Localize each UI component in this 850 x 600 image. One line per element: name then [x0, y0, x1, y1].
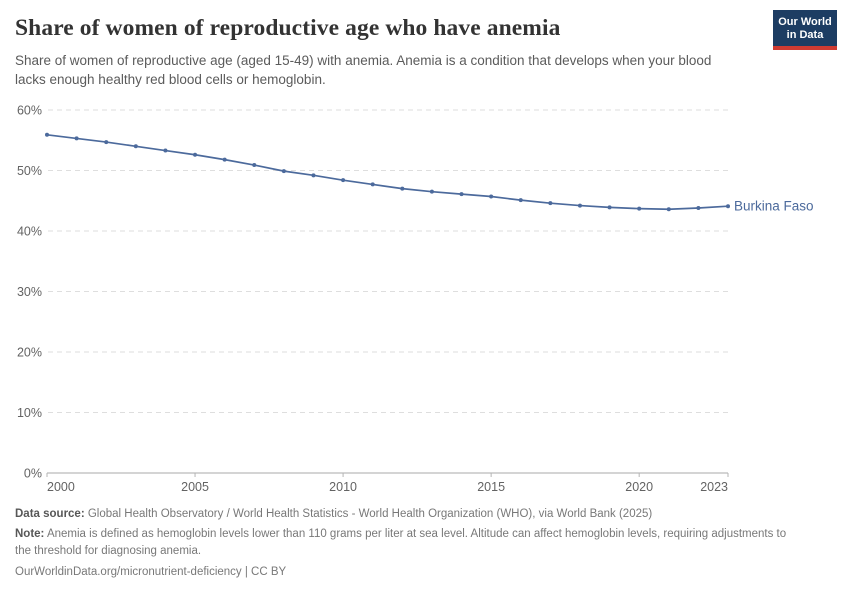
data-point[interactable]	[370, 182, 375, 187]
data-point[interactable]	[193, 152, 198, 157]
y-axis-tick-label: 20%	[17, 346, 42, 360]
page-title: Share of women of reproductive age who h…	[15, 15, 561, 41]
data-point[interactable]	[577, 203, 582, 208]
data-source-line: Data source: Global Health Observatory /…	[15, 506, 793, 523]
data-point[interactable]	[607, 205, 612, 210]
x-axis-tick-label: 2020	[625, 480, 653, 494]
data-point[interactable]	[222, 157, 227, 162]
data-point[interactable]	[696, 206, 701, 211]
data-point[interactable]	[459, 192, 464, 197]
note-label: Note:	[15, 528, 45, 540]
y-axis-tick-label: 0%	[24, 467, 42, 481]
data-point[interactable]	[74, 136, 79, 141]
data-point[interactable]	[548, 201, 553, 206]
y-axis-tick-label: 10%	[17, 406, 42, 420]
x-axis-tick-label: 2000	[47, 480, 75, 494]
x-axis-tick-label: 2010	[329, 480, 357, 494]
data-point[interactable]	[400, 186, 405, 191]
data-point[interactable]	[45, 132, 49, 137]
y-axis-tick-label: 40%	[17, 225, 42, 239]
series-entity-label[interactable]: Burkina Faso	[734, 199, 814, 214]
line-chart: 0% 10% 20% 30% 40% 50% 60% 2000 2005 2010 2015 2020…	[17, 104, 814, 495]
data-point[interactable]	[281, 169, 286, 174]
y-axis-tick-label: 50%	[17, 164, 42, 178]
note-text: Anemia is defined as hemoglobin levels l…	[15, 528, 787, 557]
data-point[interactable]	[311, 173, 316, 178]
data-source-text: Global Health Observatory / World Health…	[84, 508, 653, 520]
series-line[interactable]	[46, 133, 729, 211]
x-axis-tick-label: 2015	[477, 480, 505, 494]
note-line: Note: Anemia is defined as hemoglobin le…	[15, 526, 793, 560]
data-point[interactable]	[163, 148, 168, 153]
data-point[interactable]	[133, 144, 138, 149]
owid-logo-line2: in Data	[786, 29, 824, 41]
data-point[interactable]	[518, 198, 523, 203]
data-point[interactable]	[726, 204, 730, 209]
owid-logo[interactable]: Our World in Data	[773, 10, 837, 50]
x-axis-tick-label: 2005	[181, 480, 209, 494]
owid-logo-line1: Our World	[778, 16, 832, 28]
x-axis-tick-label: 2023	[700, 480, 728, 494]
data-point[interactable]	[104, 140, 109, 145]
data-point[interactable]	[429, 189, 434, 194]
y-axis-tick-label: 30%	[17, 285, 42, 299]
data-source-label: Data source:	[15, 508, 85, 520]
data-point[interactable]	[489, 194, 494, 199]
y-axis-tick-label: 60%	[17, 104, 42, 118]
chart-footer: Data source: Global Health Observatory /…	[15, 506, 793, 581]
chart-subtitle: Share of women of reproductive age (aged…	[15, 53, 712, 87]
data-point[interactable]	[252, 163, 257, 168]
data-point[interactable]	[637, 206, 642, 211]
data-point[interactable]	[666, 207, 671, 212]
data-point[interactable]	[341, 178, 346, 183]
footer-url-link[interactable]: OurWorldinData.org/micronutrient-deficie…	[15, 566, 287, 578]
